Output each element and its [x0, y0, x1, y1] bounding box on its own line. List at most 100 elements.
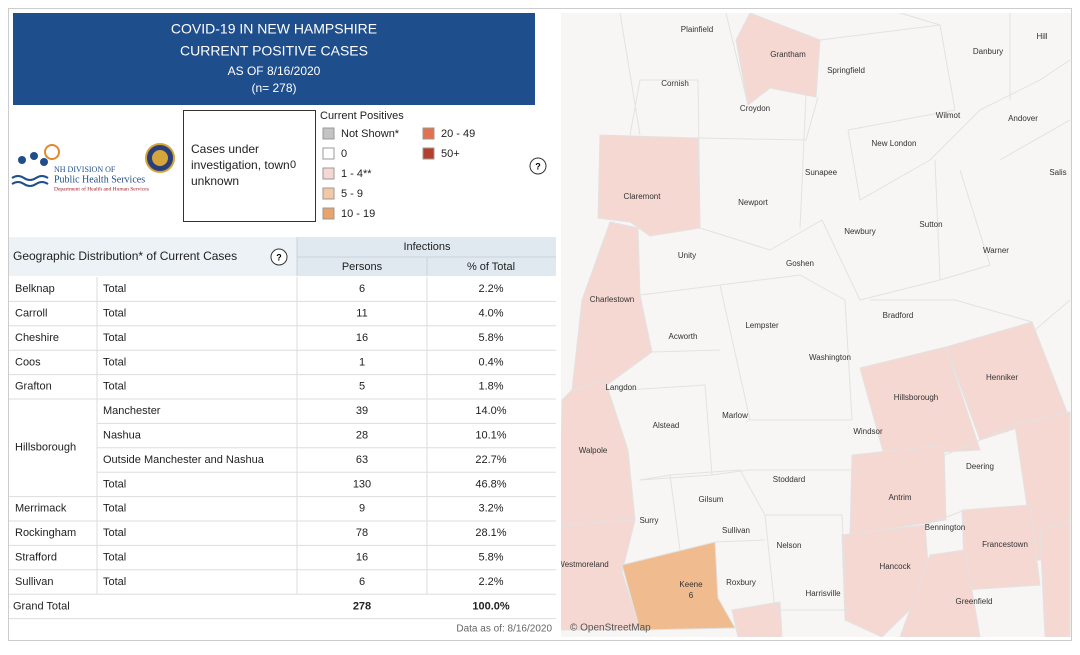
- legend-label: 50+: [441, 148, 460, 160]
- cell-percent: 22.7%: [475, 454, 506, 466]
- legend-label: 10 - 19: [341, 208, 375, 220]
- town-label: Nelson: [777, 541, 802, 550]
- town-label: Keene: [679, 580, 703, 589]
- unknown-label: Cases under investigation, town unknown: [191, 142, 290, 188]
- table-title: Geographic Distribution* of Current Case…: [13, 249, 237, 263]
- town-label: Salis: [1049, 168, 1066, 177]
- attribution: © OpenStreetMap: [570, 623, 651, 634]
- town-label: Bennington: [925, 523, 965, 532]
- cell-persons: 11: [356, 308, 367, 320]
- cell-county: Belknap: [15, 283, 55, 295]
- legend-label: 1 - 4**: [341, 168, 372, 180]
- help-text[interactable]: ?: [535, 161, 541, 171]
- town-label: Springfield: [827, 66, 865, 75]
- title: COVID-19 IN NEW HAMPSHIRE: [171, 21, 377, 37]
- town-label: Claremont: [624, 192, 662, 201]
- town-label: Roxbury: [726, 578, 756, 587]
- cell-persons: 28: [356, 430, 368, 442]
- town-label: Hillsborough: [894, 393, 938, 402]
- cell-county: Rockingham: [15, 527, 76, 539]
- logo-line: Public Health Services: [54, 174, 145, 185]
- town-label: Henniker: [986, 373, 1018, 382]
- date: AS OF 8/16/2020: [228, 64, 321, 78]
- cell-area: Total: [103, 478, 126, 490]
- cell-area: Total: [103, 356, 126, 368]
- cell-persons: 1: [359, 356, 365, 368]
- cell-persons: 39: [356, 405, 368, 417]
- town-label: Croydon: [740, 104, 770, 113]
- town-label: Sullivan: [722, 526, 750, 535]
- cell-area: Nashua: [103, 430, 142, 442]
- logo: NH DIVISION OF Public Health Services De…: [11, 143, 175, 192]
- town-label: Danbury: [973, 47, 1003, 56]
- logo-line: Department of Health and Human Services: [54, 185, 149, 192]
- column-header: Persons: [342, 261, 383, 273]
- cell-percent: 2.2%: [478, 576, 503, 588]
- cell-percent: 4.0%: [478, 308, 503, 320]
- column-header: % of Total: [467, 261, 515, 273]
- help-icon[interactable]: [529, 157, 547, 175]
- cell-county: Carroll: [15, 308, 47, 320]
- town-label: Wilmot: [936, 111, 961, 120]
- table: Geographic Distribution* of Current Case…: [9, 237, 556, 620]
- cell-persons: 16: [356, 332, 368, 344]
- town-label: Andover: [1008, 114, 1038, 123]
- legend-title: Current Positives: [320, 110, 404, 122]
- town-label: Hill: [1036, 32, 1047, 41]
- help-text[interactable]: ?: [276, 252, 282, 262]
- cell-area: Outside Manchester and Nashua: [103, 454, 265, 466]
- town-label: Westmoreland: [557, 560, 608, 569]
- cell-persons: 78: [356, 527, 368, 539]
- header-box: [13, 13, 535, 105]
- town-label: Lempster: [745, 321, 779, 330]
- cell-percent: 1.8%: [478, 381, 503, 393]
- town-label: Cornish: [661, 79, 689, 88]
- cell-county: Grafton: [15, 381, 52, 393]
- town-label: Goshen: [786, 259, 814, 268]
- legend-swatch: [322, 207, 335, 220]
- grand-total-label: Grand Total: [13, 600, 70, 612]
- cell-persons: 6: [359, 576, 365, 588]
- town-label: Unity: [678, 251, 696, 260]
- town-label: Antrim: [888, 493, 911, 502]
- cell-percent: 2.2%: [478, 283, 503, 295]
- town-label: Marlow: [722, 411, 748, 420]
- cell-area: Total: [103, 552, 126, 564]
- cell-area: Total: [103, 503, 126, 515]
- town-label: Warner: [983, 246, 1009, 255]
- legend-label: 0: [341, 148, 347, 160]
- cell-persons: 63: [356, 454, 368, 466]
- town-label: Windsor: [853, 427, 883, 436]
- cell-percent: 28.1%: [475, 527, 506, 539]
- cell-county: Hillsborough: [15, 442, 76, 454]
- legend-label: 20 - 49: [441, 128, 475, 140]
- grand-total-persons: 278: [353, 600, 371, 612]
- town-label: Francestown: [982, 540, 1028, 549]
- help-icon[interactable]: [270, 248, 288, 266]
- legend-swatch: [422, 127, 435, 140]
- cell-percent: 3.2%: [478, 503, 503, 515]
- town-label: Walpole: [579, 446, 608, 455]
- cell-area: Total: [103, 381, 126, 393]
- town-label: Newbury: [844, 227, 876, 236]
- town-label: Sutton: [919, 220, 942, 229]
- town-label: Greenfield: [956, 597, 993, 606]
- cell-area: Total: [103, 283, 126, 295]
- cell-area: Total: [103, 576, 126, 588]
- cell-percent: 10.1%: [475, 430, 506, 442]
- cell-area: Total: [103, 308, 126, 320]
- grand-total-percent: 100.0%: [472, 600, 510, 612]
- town-label: Plainfield: [681, 25, 713, 34]
- town-label: Newport: [738, 198, 769, 207]
- town-label: Langdon: [605, 383, 636, 392]
- table-header-left: [9, 237, 297, 276]
- cell-persons: 5: [359, 381, 365, 393]
- town-label: Harrisville: [805, 589, 841, 598]
- legend-label: 5 - 9: [341, 188, 363, 200]
- cell-persons: 130: [353, 478, 371, 490]
- town-label: Alstead: [653, 421, 680, 430]
- town-count: 6: [689, 591, 694, 600]
- town-label: Sunapee: [805, 168, 838, 177]
- cell-percent: 0.4%: [478, 356, 503, 368]
